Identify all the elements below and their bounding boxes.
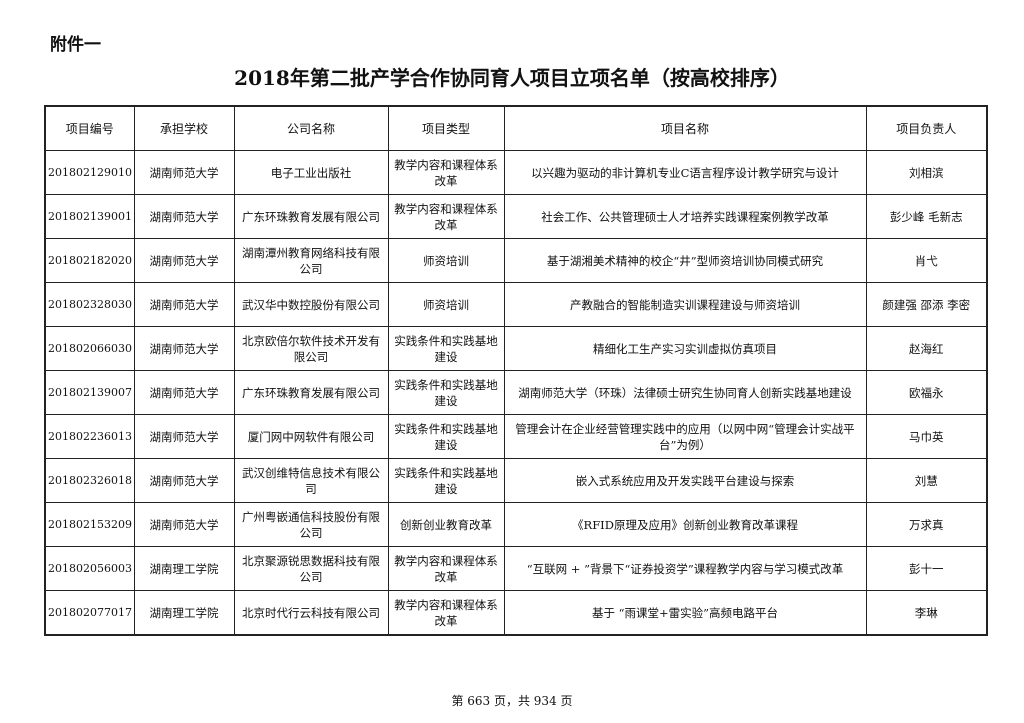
cell-project-type: 师资培训 <box>387 282 505 327</box>
table-row: 201802066030 湖南师范大学 北京欧倍尔软件技术开发有限公司 实践条件和实践… <box>44 326 988 371</box>
cell-project-name: 产教融合的智能制造实训课程建设与师资培训 <box>503 282 867 327</box>
cell-project-name: 嵌入式系统应用及开发实践平台建设与探索 <box>503 458 867 503</box>
cell-school: 湖南师范大学 <box>133 326 235 371</box>
cell-project-leader: 颜建强 邵添 李密 <box>865 282 988 327</box>
cell-project-id: 201802066030 <box>44 326 135 371</box>
column-header-project-leader: 项目负责人 <box>865 105 988 151</box>
cell-project-name: 基于湖湘美术精神的校企“井”型师资培训协同模式研究 <box>503 238 867 283</box>
cell-project-id: 201802056003 <box>44 546 135 591</box>
table-row: 201802153209 湖南师范大学 广州粤嵌通信科技股份有限公司 创新创业教育改革… <box>44 502 988 547</box>
page-footer: 第 663 页，共 934 页 <box>451 694 573 708</box>
attachment-label: 附件一 <box>50 35 101 55</box>
cell-project-type: 创新创业教育改革 <box>387 502 505 547</box>
cell-company: 广东环珠教育发展有限公司 <box>233 194 389 239</box>
table-row: 201802182020 湖南师范大学 湖南潭州教育网络科技有限公司 师资培训 基于湖湘… <box>44 238 988 283</box>
cell-project-name: 精细化工生产实习实训虚拟仿真项目 <box>503 326 867 371</box>
cell-school: 湖南师范大学 <box>133 194 235 239</box>
cell-project-leader: 万求真 <box>865 502 988 547</box>
document-title: 2018年第二批产学合作协同育人项目立项名单（按高校排序） <box>234 66 790 90</box>
cell-project-type: 实践条件和实践基地建设 <box>387 414 505 459</box>
cell-project-leader: 彭少峰 毛新志 <box>865 194 988 239</box>
cell-project-name: 以兴趣为驱动的非计算机专业C语言程序设计教学研究与设计 <box>503 150 867 195</box>
table-row: 201802328030 湖南师范大学 武汉华中数控股份有限公司 师资培训 产教融合的智… <box>44 282 988 327</box>
cell-project-name: 管理会计在企业经营管理实践中的应用（以网中网“管理会计实战平台”为例） <box>503 414 867 459</box>
cell-project-id: 201802326018 <box>44 458 135 503</box>
cell-project-type: 实践条件和实践基地建设 <box>387 370 505 415</box>
cell-school: 湖南师范大学 <box>133 458 235 503</box>
cell-project-name: 社会工作、公共管理硕士人才培养实践课程案例教学改革 <box>503 194 867 239</box>
cell-company: 北京聚源锐思数据科技有限公司 <box>233 546 389 591</box>
cell-project-name: 基于 “雨课堂+雷实验”高频电路平台 <box>503 590 867 636</box>
column-header-project-type: 项目类型 <box>387 105 505 151</box>
cell-project-name: 湖南师范大学（环珠）法律硕士研究生协同育人创新实践基地建设 <box>503 370 867 415</box>
cell-project-leader: 欧福永 <box>865 370 988 415</box>
column-header-project-name: 项目名称 <box>503 105 867 151</box>
cell-school: 湖南师范大学 <box>133 370 235 415</box>
cell-project-leader: 李琳 <box>865 590 988 636</box>
column-header-school: 承担学校 <box>133 105 235 151</box>
cell-project-id: 201802182020 <box>44 238 135 283</box>
cell-company: 武汉华中数控股份有限公司 <box>233 282 389 327</box>
cell-project-type: 教学内容和课程体系改革 <box>387 150 505 195</box>
column-header-company: 公司名称 <box>233 105 389 151</box>
cell-school: 湖南理工学院 <box>133 590 235 636</box>
cell-project-leader: 彭十一 <box>865 546 988 591</box>
cell-project-type: 师资培训 <box>387 238 505 283</box>
cell-company: 广东环珠教育发展有限公司 <box>233 370 389 415</box>
table-row: 201802139007 湖南师范大学 广东环珠教育发展有限公司 实践条件和实践基地建… <box>44 370 988 415</box>
project-table: 项目编号 承担学校 公司名称 项目类型 项目名称 项目负责人 201802129010 湖南… <box>44 105 988 636</box>
cell-project-leader: 刘相滨 <box>865 150 988 195</box>
cell-project-type: 实践条件和实践基地建设 <box>387 458 505 503</box>
cell-project-leader: 赵海红 <box>865 326 988 371</box>
cell-company: 北京欧倍尔软件技术开发有限公司 <box>233 326 389 371</box>
cell-project-id: 201802139001 <box>44 194 135 239</box>
table-header-row: 项目编号 承担学校 公司名称 项目类型 项目名称 项目负责人 <box>44 105 988 151</box>
cell-school: 湖南师范大学 <box>133 238 235 283</box>
cell-project-id: 201802139007 <box>44 370 135 415</box>
table-row: 201802326018 湖南师范大学 武汉创维特信息技术有限公司 实践条件和实践基地… <box>44 458 988 503</box>
cell-project-type: 教学内容和课程体系改革 <box>387 546 505 591</box>
cell-project-id: 201802153209 <box>44 502 135 547</box>
cell-project-name: 《RFID原理及应用》创新创业教育改革课程 <box>503 502 867 547</box>
cell-school: 湖南理工学院 <box>133 546 235 591</box>
table-row: 201802139001 湖南师范大学 广东环珠教育发展有限公司 教学内容和课程体系改… <box>44 194 988 239</box>
column-header-project-id: 项目编号 <box>44 105 135 151</box>
cell-project-type: 实践条件和实践基地建设 <box>387 326 505 371</box>
cell-school: 湖南师范大学 <box>133 150 235 195</box>
cell-company: 北京时代行云科技有限公司 <box>233 590 389 636</box>
cell-company: 湖南潭州教育网络科技有限公司 <box>233 238 389 283</box>
table-row: 201802236013 湖南师范大学 厦门网中网软件有限公司 实践条件和实践基地建设… <box>44 414 988 459</box>
cell-project-type: 教学内容和课程体系改革 <box>387 590 505 636</box>
cell-project-name: “互联网 + ”背景下“证券投资学”课程教学内容与学习模式改革 <box>503 546 867 591</box>
cell-company: 广州粤嵌通信科技股份有限公司 <box>233 502 389 547</box>
table-row: 201802129010 湖南师范大学 电子工业出版社 教学内容和课程体系改革 以兴趣为… <box>44 150 988 195</box>
cell-project-leader: 肖弋 <box>865 238 988 283</box>
cell-school: 湖南师范大学 <box>133 414 235 459</box>
cell-company: 厦门网中网软件有限公司 <box>233 414 389 459</box>
cell-company: 武汉创维特信息技术有限公司 <box>233 458 389 503</box>
cell-school: 湖南师范大学 <box>133 502 235 547</box>
cell-project-id: 201802328030 <box>44 282 135 327</box>
cell-project-leader: 刘慧 <box>865 458 988 503</box>
cell-school: 湖南师范大学 <box>133 282 235 327</box>
table-row: 201802077017 湖南理工学院 北京时代行云科技有限公司 教学内容和课程体系改… <box>44 590 988 636</box>
cell-project-id: 201802129010 <box>44 150 135 195</box>
cell-project-id: 201802236013 <box>44 414 135 459</box>
table-row: 201802056003 湖南理工学院 北京聚源锐思数据科技有限公司 教学内容和课程体… <box>44 546 988 591</box>
cell-project-id: 201802077017 <box>44 590 135 636</box>
cell-project-type: 教学内容和课程体系改革 <box>387 194 505 239</box>
cell-company: 电子工业出版社 <box>233 150 389 195</box>
cell-project-leader: 马巾英 <box>865 414 988 459</box>
